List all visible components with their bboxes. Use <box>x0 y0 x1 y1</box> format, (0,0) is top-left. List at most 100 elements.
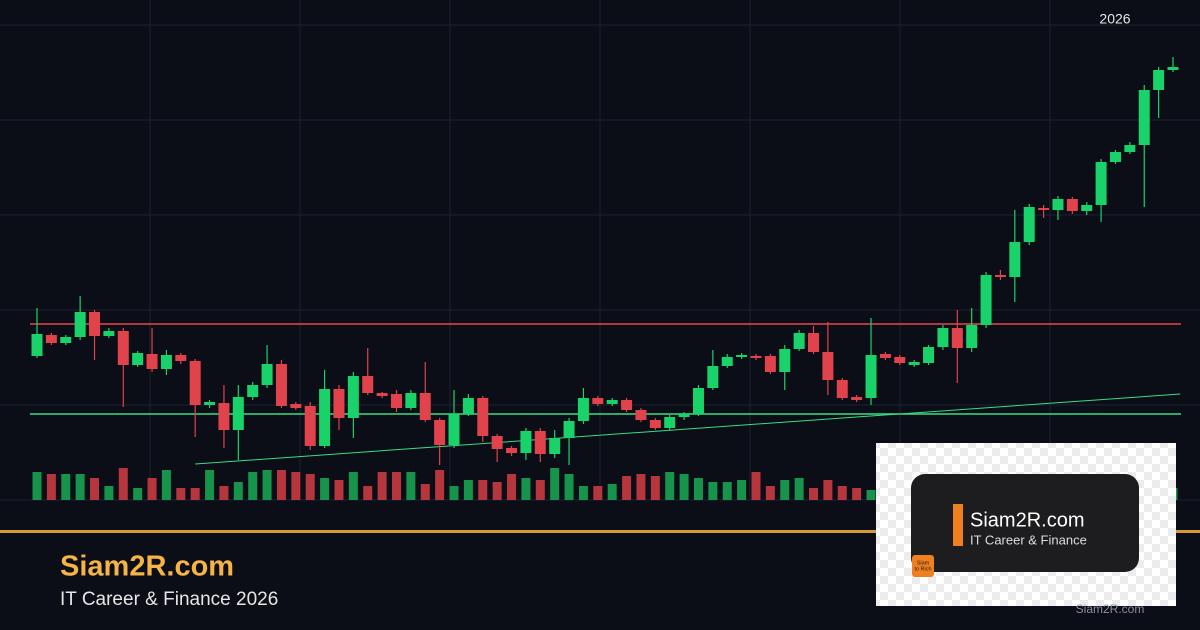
candle-body <box>635 410 647 420</box>
volume-bar <box>233 482 243 500</box>
volume-bar <box>593 486 603 500</box>
candle-body <box>319 389 331 446</box>
logo-subtitle: IT Career & Finance <box>970 532 1087 547</box>
candle-body <box>951 328 963 348</box>
candle-body <box>333 389 345 418</box>
volume-bar <box>348 472 358 500</box>
candle-body <box>232 397 244 430</box>
volume-bar <box>46 474 56 500</box>
candle-body <box>1038 208 1050 210</box>
candle-body <box>247 385 259 397</box>
candle-body <box>621 400 633 410</box>
brand-subtitle: IT Career & Finance 2026 <box>60 589 278 610</box>
candle-body <box>606 400 618 404</box>
trend-line <box>195 393 1181 465</box>
volume-bar <box>650 476 660 500</box>
candle-body <box>462 398 474 414</box>
badge-text: to Rich <box>914 566 931 572</box>
volume-bar <box>61 474 71 500</box>
candle-body <box>937 328 949 347</box>
candle-body <box>822 352 834 380</box>
volume-bar <box>507 474 517 500</box>
candle-body <box>1095 162 1107 205</box>
candle-body <box>879 354 891 358</box>
volume-bar <box>823 480 833 500</box>
candle-body <box>793 333 805 349</box>
watermark: Siam2R.com <box>1076 602 1145 616</box>
candle-body <box>649 420 661 428</box>
volume-bar <box>521 478 531 500</box>
volume-bar <box>449 486 459 500</box>
volume-bar <box>780 480 790 500</box>
candle-body <box>390 394 402 408</box>
candle-body <box>448 414 460 445</box>
candle-body <box>1167 67 1179 70</box>
volume-bar <box>90 478 100 500</box>
candle-body <box>994 275 1006 277</box>
badge-text: Siam <box>917 560 930 566</box>
candle-body <box>750 356 762 358</box>
candle-body <box>836 380 848 398</box>
candle-body <box>132 353 144 365</box>
candle-body <box>362 376 374 393</box>
volume-bar <box>291 472 301 500</box>
volume-bar <box>377 472 387 500</box>
volume-bar <box>636 474 646 500</box>
candle-body <box>146 354 158 369</box>
candle-body <box>520 431 532 453</box>
volume-bar <box>866 490 876 500</box>
volume-bar <box>118 468 128 500</box>
candle-body <box>736 355 748 357</box>
volume-bar <box>161 470 171 500</box>
candle-body <box>664 417 676 428</box>
candle-body <box>678 414 690 417</box>
candle-body <box>45 335 57 343</box>
volume-bar <box>708 482 718 500</box>
candle-body <box>764 356 776 372</box>
volume-bar <box>104 486 114 500</box>
volume-bar <box>133 488 143 500</box>
volume-bar <box>478 480 488 500</box>
logo: Siam2R.com IT Career & Finance Siam to R… <box>876 443 1176 606</box>
volume-bar <box>679 474 689 500</box>
logo-bar <box>953 504 963 546</box>
volume-bar <box>550 468 560 500</box>
candle-body <box>60 337 72 343</box>
candle-body <box>980 275 992 325</box>
logo-card <box>911 474 1139 572</box>
candle-body <box>304 406 316 446</box>
candle-body <box>577 398 589 421</box>
volume-bar <box>32 472 42 500</box>
volume-bar <box>852 488 862 500</box>
volume-bar <box>435 470 445 500</box>
volume-bar <box>363 486 373 500</box>
candle-body <box>721 357 733 366</box>
candle-body <box>74 312 86 337</box>
volume-bar <box>463 480 473 500</box>
candle-body <box>31 334 43 356</box>
volume-bar <box>176 488 186 500</box>
candle-body <box>808 333 820 352</box>
candle-body <box>865 355 877 398</box>
candle-body <box>923 347 935 363</box>
candle-body <box>189 361 201 405</box>
candle-body <box>1081 205 1093 211</box>
candle-body <box>103 331 115 336</box>
volume-bar <box>276 470 286 500</box>
volume-bar <box>75 474 85 500</box>
candle-body <box>894 357 906 363</box>
volume-bar <box>205 470 215 500</box>
candle-body <box>290 404 302 408</box>
candle-body <box>491 436 503 449</box>
candle-body <box>707 366 719 388</box>
volume-bar <box>262 470 272 500</box>
candle-body <box>405 393 417 408</box>
volume-bar <box>406 472 416 500</box>
candle-body <box>506 448 518 453</box>
volume-bar <box>693 478 703 500</box>
candle-body <box>549 438 561 454</box>
candle-body <box>1153 70 1165 90</box>
candle-body <box>1124 145 1136 152</box>
